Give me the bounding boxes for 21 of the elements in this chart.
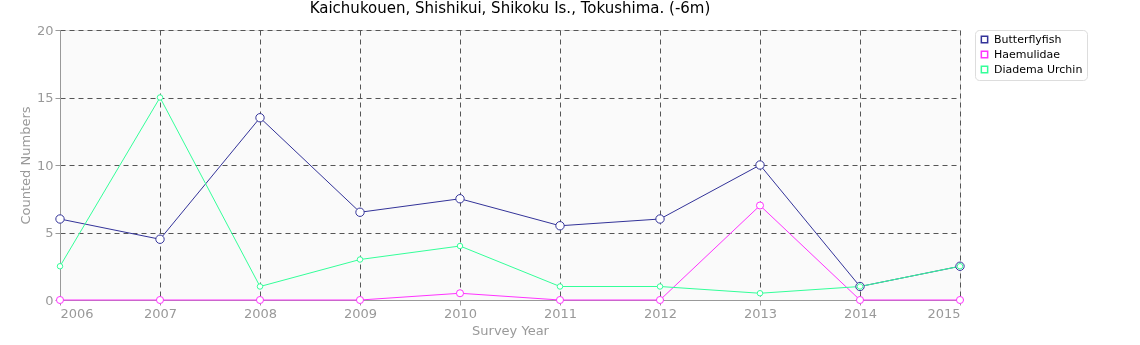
x-tick-label: 2008 [243, 305, 278, 321]
x-tick-label: 2013 [743, 305, 778, 321]
y-tick-label: 20 [36, 22, 54, 38]
legend-label: Butterflyfish [994, 32, 1062, 46]
y-tick-label: 10 [36, 157, 54, 173]
x-tick-label: 2006 [60, 305, 94, 321]
y-tick-label: 5 [45, 225, 54, 240]
y-axis-title: Counted Numbers [17, 106, 33, 225]
x-tick-label: 2014 [843, 305, 878, 321]
x-tick-label: 2009 [343, 305, 378, 321]
x-axis-title: Survey Year [472, 322, 550, 338]
legend-label: Diadema Urchin [994, 62, 1083, 76]
y-tick-label: 0 [45, 292, 54, 308]
x-tick-label: 2012 [643, 305, 678, 321]
x-tick-label: 2011 [543, 305, 578, 321]
x-tick-label: 2007 [143, 305, 178, 321]
x-tick-label: 2015 [927, 305, 961, 321]
chart-title: Kaichukouen, Shishikui, Shikoku Is., Tokushima. (-6m) [309, 0, 711, 17]
y-tick-label: 15 [36, 90, 54, 105]
x-tick-label: 2010 [443, 305, 478, 321]
legend-label: Haemulidae [994, 47, 1061, 61]
